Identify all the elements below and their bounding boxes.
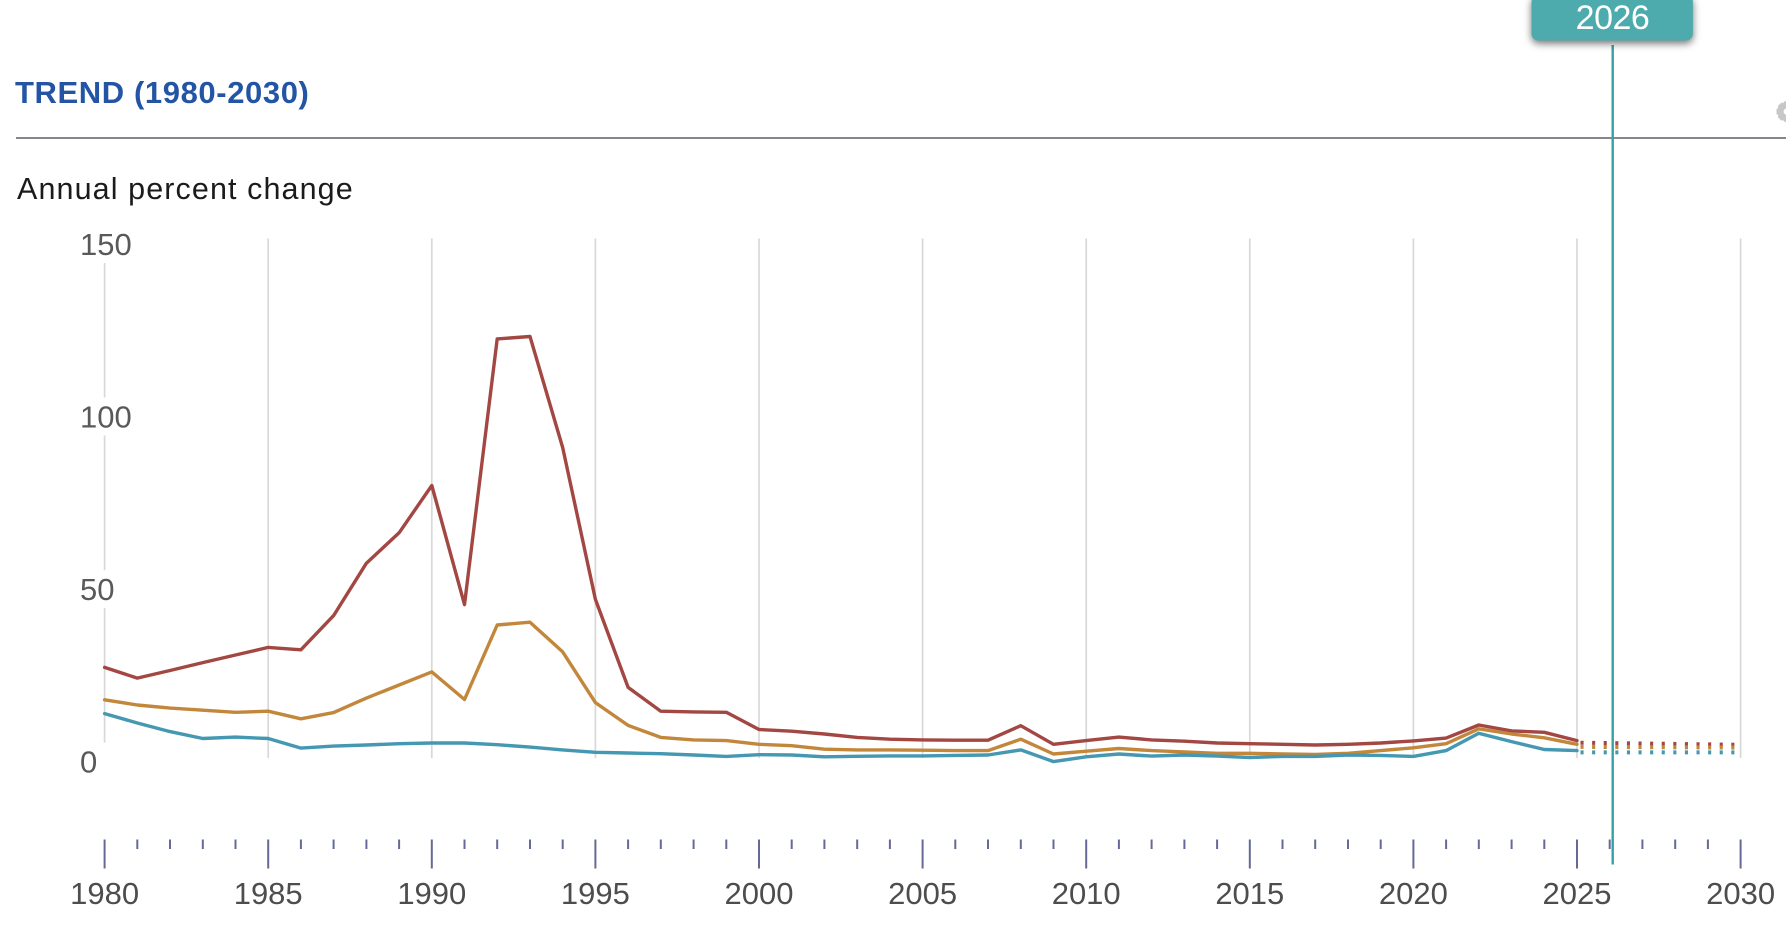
svg-text:100: 100 bbox=[80, 400, 132, 435]
svg-text:0: 0 bbox=[80, 745, 97, 780]
svg-text:2020: 2020 bbox=[1379, 876, 1448, 911]
svg-text:1995: 1995 bbox=[561, 876, 630, 911]
svg-text:1985: 1985 bbox=[234, 876, 303, 911]
svg-text:Annual percent change: Annual percent change bbox=[17, 172, 354, 206]
svg-text:50: 50 bbox=[80, 572, 114, 607]
svg-text:1980: 1980 bbox=[70, 876, 139, 911]
svg-text:2026: 2026 bbox=[1576, 0, 1650, 37]
svg-text:2015: 2015 bbox=[1215, 876, 1284, 911]
svg-text:150: 150 bbox=[80, 227, 132, 262]
svg-text:TREND (1980-2030): TREND (1980-2030) bbox=[15, 75, 309, 110]
svg-text:2005: 2005 bbox=[888, 876, 957, 911]
svg-text:1990: 1990 bbox=[397, 876, 466, 911]
svg-text:2025: 2025 bbox=[1543, 876, 1612, 911]
svg-text:2030: 2030 bbox=[1706, 876, 1775, 911]
svg-text:2000: 2000 bbox=[725, 876, 794, 911]
svg-text:2010: 2010 bbox=[1052, 876, 1121, 911]
